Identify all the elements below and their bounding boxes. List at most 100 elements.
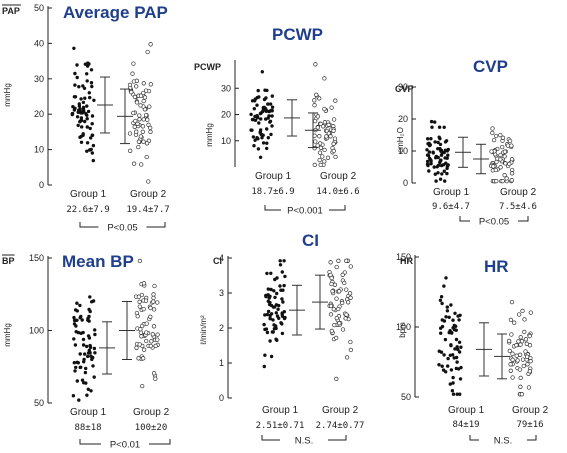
data-point: [266, 102, 270, 106]
y-axis-label: bpm: [398, 322, 407, 338]
data-point: [84, 366, 88, 371]
data-point: [510, 375, 515, 380]
corner-label: CI: [213, 256, 222, 266]
data-point: [143, 298, 149, 303]
y-tick-label: 20: [398, 114, 408, 124]
data-point: [83, 119, 87, 124]
y-tick-label: 3: [219, 288, 224, 298]
data-point: [317, 134, 322, 139]
data-point: [494, 178, 499, 184]
data-point: [72, 46, 76, 50]
significance-label: P<0.05: [479, 217, 509, 228]
data-point: [78, 316, 82, 320]
data-point: [518, 384, 523, 389]
data-point: [503, 161, 508, 166]
data-point: [77, 398, 81, 402]
data-point: [509, 299, 515, 305]
data-point: [87, 319, 91, 323]
data-point: [518, 375, 523, 381]
data-point: [502, 173, 507, 178]
data-point: [81, 100, 86, 105]
data-point: [315, 114, 321, 119]
data-point: [91, 143, 96, 148]
data-point: [136, 356, 141, 361]
data-point: [440, 301, 444, 306]
data-point: [275, 338, 279, 342]
data-point: [446, 153, 450, 157]
data-point: [260, 70, 264, 74]
data-point: [336, 258, 341, 263]
data-point: [144, 338, 149, 344]
data-point: [344, 258, 349, 263]
data-point: [143, 88, 149, 93]
data-point: [331, 306, 336, 312]
data-point: [518, 342, 523, 347]
data-point: [507, 348, 512, 354]
data-point: [262, 364, 266, 369]
data-point: [88, 148, 92, 152]
data-point: [91, 364, 95, 368]
data-point: [255, 114, 259, 118]
data-point: [82, 86, 87, 91]
data-point: [249, 128, 253, 132]
data-point: [152, 283, 157, 289]
data-point: [257, 121, 261, 125]
data-point: [280, 314, 285, 318]
data-point: [89, 68, 94, 72]
data-point: [451, 375, 455, 380]
data-point: [92, 346, 97, 351]
data-point: [72, 322, 77, 326]
data-point: [322, 147, 327, 153]
data-point: [81, 343, 86, 347]
data-point: [436, 171, 440, 175]
data-point: [427, 150, 432, 154]
data-point: [141, 281, 147, 286]
data-point: [425, 159, 430, 164]
data-point: [332, 136, 338, 141]
data-point: [80, 318, 84, 322]
y-tick-label: 4: [219, 253, 224, 263]
data-point: [90, 133, 95, 137]
data-point: [90, 122, 94, 126]
mean-label: 88±18: [74, 423, 101, 433]
data-point: [77, 85, 81, 89]
data-point: [440, 364, 444, 368]
data-point: [315, 125, 320, 130]
significance-label-bg: [281, 203, 329, 215]
data-point: [89, 354, 93, 358]
data-point: [147, 104, 152, 109]
data-point: [270, 114, 274, 118]
data-point: [127, 82, 133, 88]
data-point: [151, 324, 157, 329]
data-point: [445, 166, 449, 171]
data-point: [76, 361, 81, 365]
data-point: [258, 131, 262, 135]
data-point: [89, 81, 94, 85]
data-point: [440, 172, 444, 176]
data-point: [451, 381, 455, 385]
group-label: Group 2: [133, 407, 170, 418]
data-point: [267, 296, 271, 300]
corner-label: BP: [2, 256, 15, 266]
data-point: [268, 102, 273, 106]
data-point: [151, 371, 157, 376]
data-point: [85, 393, 89, 397]
data-point: [442, 353, 446, 357]
data-point: [526, 385, 532, 390]
data-point: [86, 61, 90, 65]
data-point: [498, 165, 503, 170]
chart-panel: 10 20 30 PCWP PCWP mmHg Group 1 18.7±6.9 Group 2…: [194, 25, 360, 217]
data-point: [153, 343, 158, 349]
data-point: [266, 287, 270, 291]
data-point: [151, 307, 157, 312]
data-point: [334, 315, 339, 321]
data-point: [75, 115, 80, 119]
data-point: [337, 321, 342, 326]
data-point: [140, 129, 145, 134]
data-point: [517, 367, 523, 372]
data-point: [73, 95, 78, 99]
data-point: [280, 311, 284, 315]
data-point: [312, 118, 318, 124]
data-point: [283, 274, 287, 279]
